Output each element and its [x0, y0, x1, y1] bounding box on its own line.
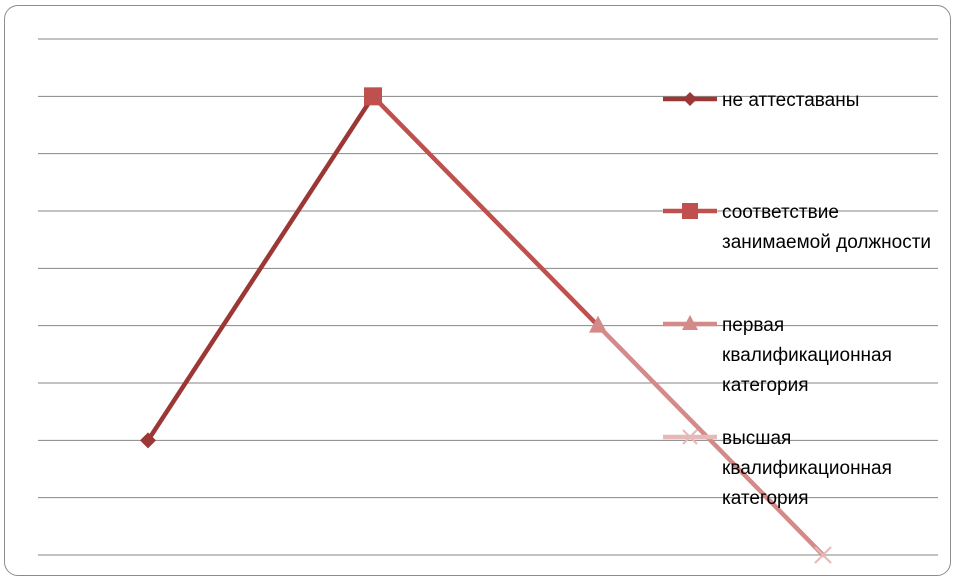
line-segment-1	[145, 94, 376, 443]
legend-label-4: высшая квалификационная категория	[722, 428, 892, 509]
legend-swatch-4	[663, 429, 717, 445]
data-point-1	[140, 432, 156, 449]
legend-label-1: не аттеставаны	[722, 90, 860, 111]
data-point-3	[589, 315, 607, 333]
legend-swatch-3	[663, 315, 717, 330]
line-segment-3	[595, 323, 826, 558]
legend-swatch-1	[663, 92, 717, 106]
line-segment-2	[370, 94, 601, 328]
chart-frame	[4, 5, 951, 576]
legend-label-2: соответствие занимаемой должности	[722, 202, 932, 253]
data-point-2	[364, 87, 382, 106]
data-point-4	[814, 546, 832, 564]
legend-label-3: первая квалификационная категория	[722, 315, 892, 396]
legend-swatch-2	[663, 203, 717, 219]
